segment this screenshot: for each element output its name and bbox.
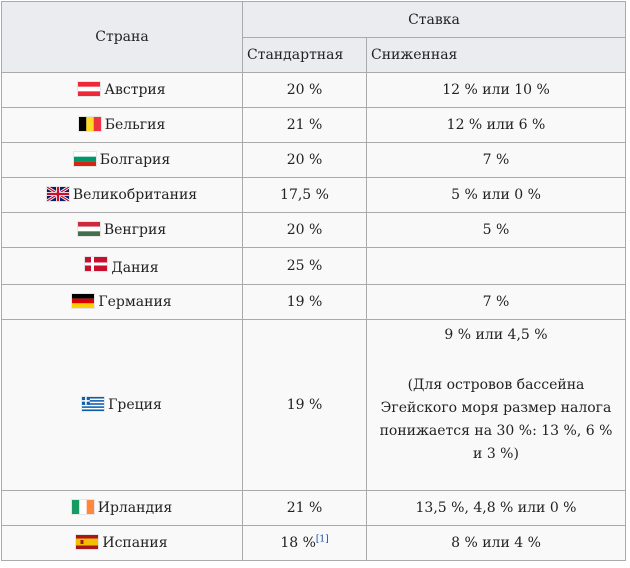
standard-rate-cell: 21 %: [242, 490, 367, 526]
country-cell: Германия: [1, 284, 243, 320]
reduced-rate-value: 9 % или 4,5 %: [444, 327, 548, 343]
reduced-rate-note: (Для островов бассейна Эгейского моря ра…: [379, 377, 613, 462]
country-cell: Испания: [1, 525, 243, 561]
standard-rate-cell: 25 %: [242, 247, 367, 285]
country-name[interactable]: Австрия: [104, 82, 166, 98]
reduced-rate-cell: 8 % или 4 %: [366, 525, 626, 561]
standard-rate-cell: 20 %: [242, 72, 367, 108]
reduced-rate-cell: 5 %: [366, 212, 626, 248]
country-name[interactable]: Болгария: [99, 152, 171, 168]
reduced-rate-cell: 12 % или 10 %: [366, 72, 626, 108]
spain-flag-icon: [76, 535, 99, 549]
country-cell: Дания: [1, 247, 243, 285]
country-name[interactable]: Испания: [102, 535, 168, 551]
reduced-rate-cell: 7 %: [366, 142, 626, 178]
uk-flag-icon: [46, 187, 69, 201]
standard-rate-cell: 17,5 %: [242, 177, 367, 213]
reduced-rate-cell: [366, 247, 626, 285]
hungary-flag-icon: [77, 222, 100, 236]
country-name[interactable]: Бельгия: [104, 117, 166, 133]
standard-rate-cell: 20 %: [242, 212, 367, 248]
country-cell: Болгария: [1, 142, 243, 178]
standard-rate-value: 18 %: [280, 535, 316, 551]
country-cell: Великобритания: [1, 177, 243, 213]
vat-rates-table: Страна Ставка Стандартная Сниженная Авст…: [1, 1, 626, 561]
header-country: Страна: [1, 1, 243, 73]
greece-flag-icon: [82, 397, 105, 411]
table-row: Болгария 20 % 7 %: [1, 142, 626, 178]
country-name[interactable]: Дания: [111, 259, 159, 276]
standard-rate-cell: 20 %: [242, 142, 367, 178]
reduced-rate-cell: 12 % или 6 %: [366, 107, 626, 143]
reduced-rate-cell: 13,5 %, 4,8 % или 0 %: [366, 490, 626, 526]
ireland-flag-icon: [71, 500, 94, 514]
standard-rate-cell: 18 %[1]: [242, 525, 367, 561]
header-reduced: Сниженная: [366, 37, 626, 73]
table-row: Дания 25 %: [1, 247, 626, 285]
country-name[interactable]: Великобритания: [72, 187, 198, 203]
table-row: Ирландия 21 % 13,5 %, 4,8 % или 0 %: [1, 490, 626, 526]
country-name[interactable]: Греция: [108, 397, 162, 413]
reduced-rate-cell: 9 % или 4,5 % (Для островов бассейна Эге…: [366, 319, 626, 491]
country-cell: Ирландия: [1, 490, 243, 526]
header-rate: Ставка: [242, 1, 626, 38]
germany-flag-icon: [72, 294, 95, 308]
belgium-flag-icon: [78, 117, 101, 131]
country-name[interactable]: Германия: [98, 294, 172, 310]
standard-rate-cell: 19 %: [242, 319, 367, 491]
denmark-flag-icon: [85, 256, 108, 271]
country-cell: Венгрия: [1, 212, 243, 248]
table-row: Венгрия 20 % 5 %: [1, 212, 626, 248]
table-row: Германия 19 % 7 %: [1, 284, 626, 320]
footnote-ref[interactable]: [1]: [315, 534, 329, 545]
country-cell: Бельгия: [1, 107, 243, 143]
table-row: Австрия 20 % 12 % или 10 %: [1, 72, 626, 108]
table-row: Греция 19 % 9 % или 4,5 % (Для островов …: [1, 319, 626, 491]
bulgaria-flag-icon: [73, 152, 96, 166]
austria-flag-icon: [78, 82, 101, 96]
table-row: Испания 18 %[1] 8 % или 4 %: [1, 525, 626, 561]
country-name[interactable]: Венгрия: [103, 222, 167, 238]
country-name[interactable]: Ирландия: [97, 500, 173, 516]
table-row: Бельгия 21 % 12 % или 6 %: [1, 107, 626, 143]
country-cell: Австрия: [1, 72, 243, 108]
country-cell: Греция: [1, 319, 243, 491]
header-standard: Стандартная: [242, 37, 367, 73]
reduced-rate-cell: 5 % или 0 %: [366, 177, 626, 213]
standard-rate-cell: 21 %: [242, 107, 367, 143]
reduced-rate-cell: 7 %: [366, 284, 626, 320]
standard-rate-cell: 19 %: [242, 284, 367, 320]
table-row: Великобритания 17,5 % 5 % или 0 %: [1, 177, 626, 213]
